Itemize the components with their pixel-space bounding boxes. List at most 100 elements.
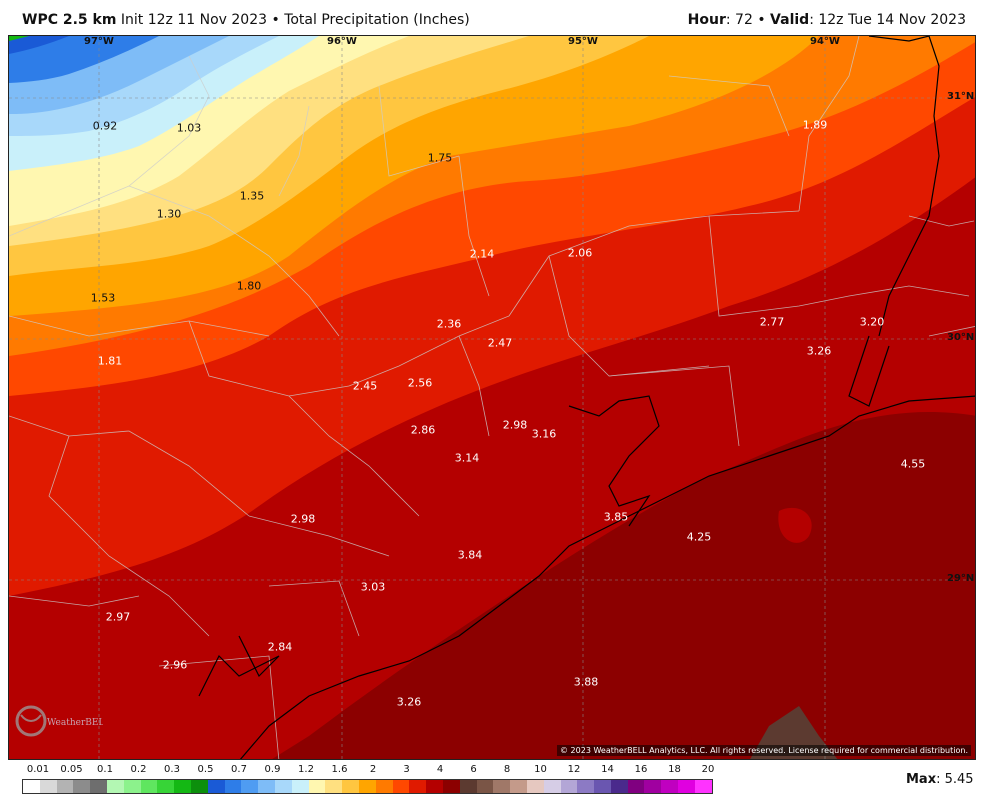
lat-label-30: 30°N [947,332,975,343]
legend-swatch [560,780,578,793]
legend-tick-label: 1.6 [331,764,348,775]
legend-swatch [678,780,695,793]
separator: • [271,12,280,28]
precip-value-label: 2.14 [469,247,495,261]
max-label: Max [906,772,937,787]
precip-value-label: 3.16 [531,427,557,441]
legend-swatch [190,780,208,793]
precip-value-label: 2.77 [759,315,785,329]
precip-value-label: 1.30 [156,207,182,221]
legend-tick-label: 6 [470,764,477,775]
map-header: WPC 2.5 km Init 12z 11 Nov 2023 • Total … [0,0,984,36]
legend-swatch [106,780,124,793]
legend-swatch [291,780,309,793]
legend-swatch [258,780,275,793]
legend-tick-label: 12 [567,764,581,775]
legend-swatch [308,780,326,793]
lon-label-97: 97°W [84,36,114,47]
legend-swatch [661,780,679,793]
legend-swatch [140,780,158,793]
band-0.2-0.3 [9,36,159,83]
legend-tick-label: 0.05 [60,764,83,775]
precip-value-label: 1.53 [90,291,116,305]
legend-swatch [644,780,662,793]
precip-value-label: 3.84 [457,548,483,562]
legend-tick-label: 0.5 [197,764,214,775]
max-readout: Max: 5.45 [906,772,974,787]
legend-swatch [442,780,460,793]
precip-value-label: 2.84 [267,640,293,654]
legend-swatch [627,780,645,793]
lon-label-94: 94°W [810,36,840,47]
legend-tick-label: 14 [601,764,614,775]
legend-swatch [459,780,477,793]
precip-value-label: 4.55 [900,457,926,471]
precip-value-label: 1.35 [239,189,265,203]
svg-text:WeatherBELL: WeatherBELL [47,718,103,728]
logo-graphic: WeatherBELL [15,705,103,737]
product-name: Total Precipitation (Inches) [284,12,470,28]
lon-label-96: 96°W [327,36,357,47]
header-right: Hour: 72 • Valid: 12z Tue 14 Nov 2023 [688,12,966,28]
legend-swatch [241,780,259,793]
legend-swatch [409,780,427,793]
init-time: Init 12z 11 Nov 2023 [120,12,268,28]
legend-swatch [694,780,712,793]
separator-2: • [757,12,766,28]
precip-value-label: 2.98 [290,512,316,526]
legend-tick-label: 0.9 [264,764,281,775]
precip-value-label: 3.88 [573,675,599,689]
color-legend: 0.01 0.05 0.1 0.2 0.3 0.5 0.7 0.9 1.2 1.6 2 3 4 6 8 10 1… [22,764,714,808]
precip-value-label: 3.20 [859,315,885,329]
precip-value-label: 1.03 [176,121,202,135]
precip-value-label: 3.26 [806,344,832,358]
max-value: : 5.45 [936,772,974,787]
legend-swatch [358,780,376,793]
legend-swatch [526,780,544,793]
legend-swatch [510,780,527,793]
small-patch [778,507,812,543]
lat-label-31: 31°N [947,91,975,102]
coastline [198,36,975,759]
legend-swatch [157,780,175,793]
legend-swatch [73,780,91,793]
legend-swatch [375,780,393,793]
legend-swatch [476,780,494,793]
legend-tick-label: 18 [668,764,681,775]
valid-value: : 12z Tue 14 Nov 2023 [809,12,966,28]
legend-tick-label: 16 [634,764,648,775]
precip-value-label: 1.75 [427,151,453,165]
hour-value: : 72 [725,12,753,28]
copyright-notice: © 2023 WeatherBELL Analytics, LLC. All r… [557,745,971,756]
legend-swatch [90,780,107,793]
legend-swatch [174,780,191,793]
legend-tick-label: 2 [369,764,377,775]
legend-tick-label: 0.3 [164,764,180,775]
legend-swatches [22,779,713,794]
legend-tick-label: 0.1 [97,764,113,775]
precip-value-label: 2.06 [567,246,593,260]
lat-label-29: 29°N [947,573,975,584]
precip-value-label: 2.47 [487,336,513,350]
precip-value-label: 2.45 [352,379,378,393]
legend-tick-label: 0.01 [26,764,50,775]
hour-label: Hour [687,12,726,28]
precip-value-label: 1.81 [97,354,123,368]
precip-value-label: 2.96 [162,658,188,672]
precipitation-map: 97°W 96°W 95°W 94°W 31°N 30°N 29°N 0.92 1… [8,35,976,760]
precip-value-label: 1.80 [236,279,262,293]
legend-swatch [610,780,628,793]
precip-value-label: 1.89 [802,118,828,132]
county-lines [9,36,975,759]
legend-swatch [577,780,595,793]
legend-tick-label: 8 [503,764,511,775]
legend-tick-label: 0.2 [130,764,147,775]
valid-label: Valid [770,12,810,28]
legend-tick-label: 1.2 [298,764,314,775]
legend-swatch [594,780,611,793]
precip-value-label: 3.26 [396,695,422,709]
legend-swatch [56,780,74,793]
legend-swatch [426,780,443,793]
precip-value-label: 3.14 [454,451,480,465]
legend-swatch [39,780,57,793]
